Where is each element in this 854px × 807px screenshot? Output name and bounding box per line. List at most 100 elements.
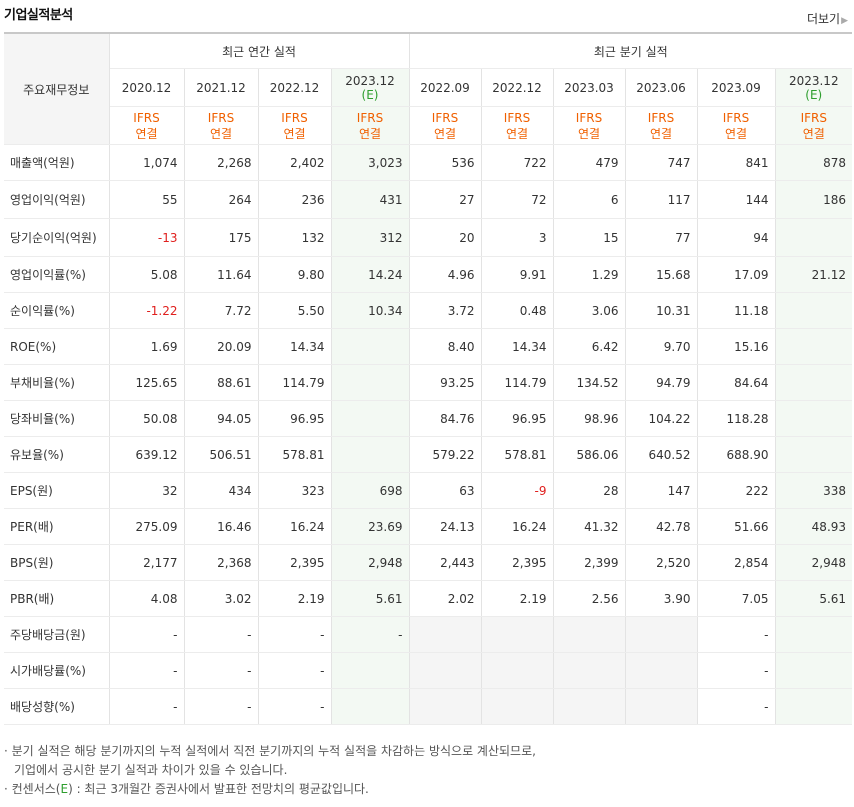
footnote-quarter-calc: · 분기 실적은 해당 분기까지의 누적 실적에서 직전 분기까지의 누적 실적… [4,744,536,758]
table-cell: 6 [553,180,626,219]
table-cell: 20 [409,218,482,257]
table-cell: 10.34 [331,292,410,329]
table-cell: 24.13 [409,508,482,545]
table-cell: 2,948 [775,544,853,581]
table-cell: 23.69 [331,508,410,545]
table-cell [625,616,698,653]
accounting-standard: IFRS 연결 [697,106,776,145]
table-cell: 28 [553,472,626,509]
table-row: EPS(원) 32 434 323 698 63 -9 28 147 222 338 [4,472,853,509]
table-cell: 747 [625,144,698,181]
table-cell: 236 [258,180,332,219]
table-cell: 94.05 [184,400,259,437]
table-cell: 4.08 [109,580,185,617]
standard-consolidated: 연결 [649,126,673,141]
table-cell: - [109,652,185,689]
period-header: 2020.12 [109,68,185,107]
table-cell: - [184,616,259,653]
table-row: BPS(원) 2,177 2,368 2,395 2,948 2,443 2,395 2,39… [4,544,853,581]
table-cell: 431 [331,180,410,219]
table-row: 영업이익(억원) 55 264 236 431 27 72 6 117 144 186 [4,180,853,219]
table-cell: 17.09 [697,256,776,293]
table-cell [553,688,626,725]
table-cell [331,400,410,437]
table-cell: 264 [184,180,259,219]
table-cell: 9.70 [625,328,698,365]
table-cell: 3 [481,218,554,257]
table-cell: 1.69 [109,328,185,365]
table-cell: 88.61 [184,364,259,401]
table-cell: 4.96 [409,256,482,293]
row-label: PBR(배) [4,580,110,617]
table-cell: 7.72 [184,292,259,329]
row-label: 주당배당금(원) [4,616,110,653]
table-cell [331,328,410,365]
table-cell: 32 [109,472,185,509]
table-cell: 2.19 [258,580,332,617]
table-row: 시가배당률(%) - - - - [4,652,853,689]
standard-ifrs: IFRS [800,110,827,125]
row-label: 영업이익(억원) [4,180,110,219]
table-cell: - [258,652,332,689]
financial-table: 주요재무정보 최근 연간 실적 최근 분기 실적 2020.12 2021.12 2… [4,32,853,725]
table-cell: 16.46 [184,508,259,545]
row-label: BPS(원) [4,544,110,581]
table-cell: 118.28 [697,400,776,437]
page-title: 기업실적분석 [4,8,73,23]
period-header: 2023.03 [553,68,626,107]
table-cell: 104.22 [625,400,698,437]
standard-ifrs: IFRS [356,110,384,125]
table-cell [625,688,698,725]
table-cell: 640.52 [625,436,698,473]
table-row: 당기순이익(억원) -13 175 132 312 20 3 15 77 94 [4,218,853,257]
more-link[interactable]: 더보기▶ [807,10,848,27]
table-cell: 20.09 [184,328,259,365]
table-cell: 93.25 [409,364,482,401]
table-row: PBR(배) 4.08 3.02 2.19 5.61 2.02 2.19 2.56 3.90 7.… [4,580,853,617]
footnotes: · 분기 실적은 해당 분기까지의 누적 실적에서 직전 분기까지의 누적 실적… [4,742,536,799]
standard-consolidated: 연결 [433,126,457,141]
table-cell: 536 [409,144,482,181]
standard-consolidated: 연결 [577,126,601,141]
table-cell: 48.93 [775,508,853,545]
row-label: 시가배당률(%) [4,652,110,689]
accounting-standard: IFRS 연결 [409,106,482,145]
period-date: 2023.06 [636,80,686,95]
table-cell [331,364,410,401]
table-cell [775,400,853,437]
table-cell: 8.40 [409,328,482,365]
table-cell: 639.12 [109,436,185,473]
table-cell [409,652,482,689]
table-cell [409,616,482,653]
table-cell: 41.32 [553,508,626,545]
table-cell: -13 [109,218,185,257]
table-cell: 16.24 [481,508,554,545]
table-row: 배당성향(%) - - - - [4,688,853,725]
table-cell: 94.79 [625,364,698,401]
more-label: 더보기 [806,12,841,26]
header-date-row: 2020.12 2021.12 2022.12 2023.12 (E) 2022.09 20… [4,68,853,107]
table-cell: 3.02 [184,580,259,617]
period-header: 2023.12 (E) [775,68,853,107]
estimate-mark: (E) [805,87,823,102]
accounting-standard: IFRS 연결 [184,106,259,145]
table-cell: - [184,652,259,689]
table-cell [775,364,853,401]
table-row: 매출액(억원) 1,074 2,268 2,402 3,023 536 722 479 747 8… [4,144,853,181]
period-header: 2022.12 [258,68,332,107]
table-cell [625,652,698,689]
table-cell: 323 [258,472,332,509]
standard-ifrs: IFRS [503,110,531,125]
table-cell: 2,443 [409,544,482,581]
accounting-standard: IFRS 연결 [481,106,554,145]
table-cell: 434 [184,472,259,509]
header-standard-row: IFRS 연결 IFRS 연결 IFRS 연결 IFRS 연결 IFRS 연결 IFRS 연결 IFRS… [4,106,853,145]
table-cell: -9 [481,472,554,509]
table-cell: 55 [109,180,185,219]
row-label: 당기순이익(억원) [4,218,110,257]
period-date: 2022.12 [269,80,320,95]
period-header: 2023.12 (E) [331,68,410,107]
table-cell [775,328,853,365]
row-label: 부채비율(%) [4,364,110,401]
table-cell: 2,395 [258,544,332,581]
